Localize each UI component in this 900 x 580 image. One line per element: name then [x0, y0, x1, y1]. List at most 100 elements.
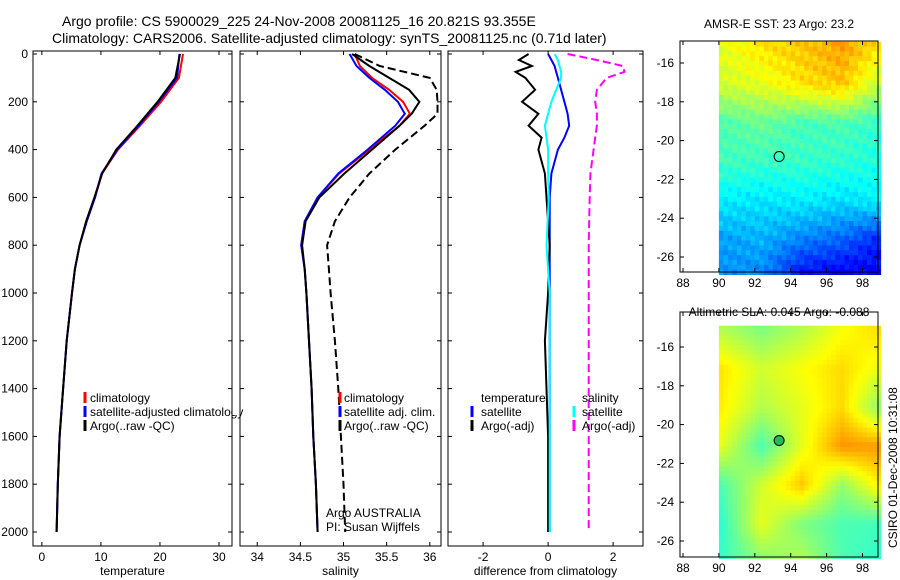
- map-cell: [759, 408, 765, 414]
- map-cell: [772, 514, 778, 521]
- map-cell: [804, 65, 810, 72]
- map-cell: [804, 476, 810, 482]
- map-cell: [844, 514, 850, 521]
- map-cell: [813, 70, 819, 77]
- map-cell: [804, 456, 810, 462]
- map-cell: [840, 471, 846, 477]
- map-cell: [772, 529, 778, 535]
- map-cell: [723, 114, 729, 120]
- map-cell: [754, 162, 760, 169]
- map-cell: [835, 534, 841, 540]
- map-cell: [723, 480, 729, 487]
- map-cell: [723, 129, 729, 135]
- map-cell: [768, 422, 774, 429]
- map-cell: [822, 65, 828, 72]
- map-cell: [867, 99, 873, 106]
- map-cell: [768, 524, 774, 530]
- map-cell: [813, 408, 819, 414]
- map-cell: [826, 345, 832, 351]
- map-cell: [858, 255, 864, 261]
- map-cell: [799, 364, 805, 370]
- map-cell: [781, 158, 787, 164]
- map-cell: [759, 519, 765, 526]
- map-cell: [853, 216, 859, 222]
- map-cell: [849, 345, 855, 351]
- map-cell: [786, 41, 792, 48]
- map-cell: [727, 553, 733, 559]
- map-cell: [750, 95, 756, 101]
- map-cell: [754, 148, 760, 154]
- map-cell: [741, 148, 747, 154]
- map-cell: [790, 510, 796, 516]
- map-cell: [867, 206, 873, 212]
- map-cell: [871, 514, 877, 521]
- map-cell: [741, 264, 747, 271]
- map-cell: [763, 476, 769, 482]
- map-cell: [723, 182, 729, 188]
- map-cell: [799, 90, 805, 96]
- map-cell: [781, 167, 787, 174]
- map-cell: [840, 451, 846, 458]
- map-cell: [745, 529, 751, 535]
- map-cell: [723, 56, 729, 62]
- lon-tick-label: 90: [712, 276, 726, 290]
- map-cell: [768, 383, 774, 390]
- map-cell: [808, 95, 814, 101]
- map-cell: [763, 539, 769, 545]
- map-cell: [718, 446, 724, 453]
- map-cell: [799, 456, 805, 462]
- map-cell: [732, 61, 738, 67]
- map-cell: [799, 114, 805, 120]
- map-cell: [772, 70, 778, 77]
- map-cell: [826, 446, 832, 453]
- map-cell: [849, 480, 855, 487]
- map-cell: [840, 61, 846, 67]
- map-cell: [871, 148, 877, 154]
- map-cell: [826, 422, 832, 429]
- map-cell: [871, 240, 877, 246]
- map-cell: [786, 543, 792, 550]
- map-cell: [718, 548, 724, 555]
- map-cell: [718, 158, 724, 164]
- map-cell: [736, 510, 742, 516]
- map-cell: [804, 143, 810, 149]
- map-cell: [790, 245, 796, 251]
- map-cell: [858, 379, 864, 385]
- map-cell: [750, 524, 756, 530]
- map-cell: [876, 167, 882, 174]
- map-cell: [718, 543, 724, 550]
- map-cell: [858, 505, 864, 511]
- map-cell: [732, 379, 738, 385]
- map-cell: [732, 461, 738, 467]
- map-cell: [876, 553, 882, 559]
- map-cell: [813, 182, 819, 188]
- map-cell: [759, 65, 765, 72]
- map-cell: [750, 476, 756, 482]
- map-cell: [826, 543, 832, 550]
- map-cell: [768, 471, 774, 477]
- map-cell: [849, 500, 855, 506]
- map-cell: [750, 75, 756, 81]
- map-cell: [808, 56, 814, 62]
- map-cell: [813, 226, 819, 232]
- map-cell: [718, 114, 724, 120]
- map-cell: [772, 99, 778, 106]
- map-cell: [759, 369, 765, 375]
- map-cell: [822, 264, 828, 271]
- map-cell: [741, 476, 747, 482]
- map-cell: [745, 427, 751, 433]
- map-cell: [813, 75, 819, 81]
- map-cell: [876, 495, 882, 501]
- map-cell: [853, 95, 859, 101]
- map-cell: [862, 446, 868, 453]
- map-cell: [781, 349, 787, 356]
- map-cell: [790, 529, 796, 535]
- map-cell: [822, 422, 828, 429]
- map-cell: [817, 524, 823, 530]
- map-cell: [759, 41, 765, 48]
- map-cell: [840, 393, 846, 399]
- map-cell: [768, 75, 774, 81]
- map-cell: [768, 534, 774, 540]
- map-cell: [790, 221, 796, 227]
- map-cell: [736, 476, 742, 482]
